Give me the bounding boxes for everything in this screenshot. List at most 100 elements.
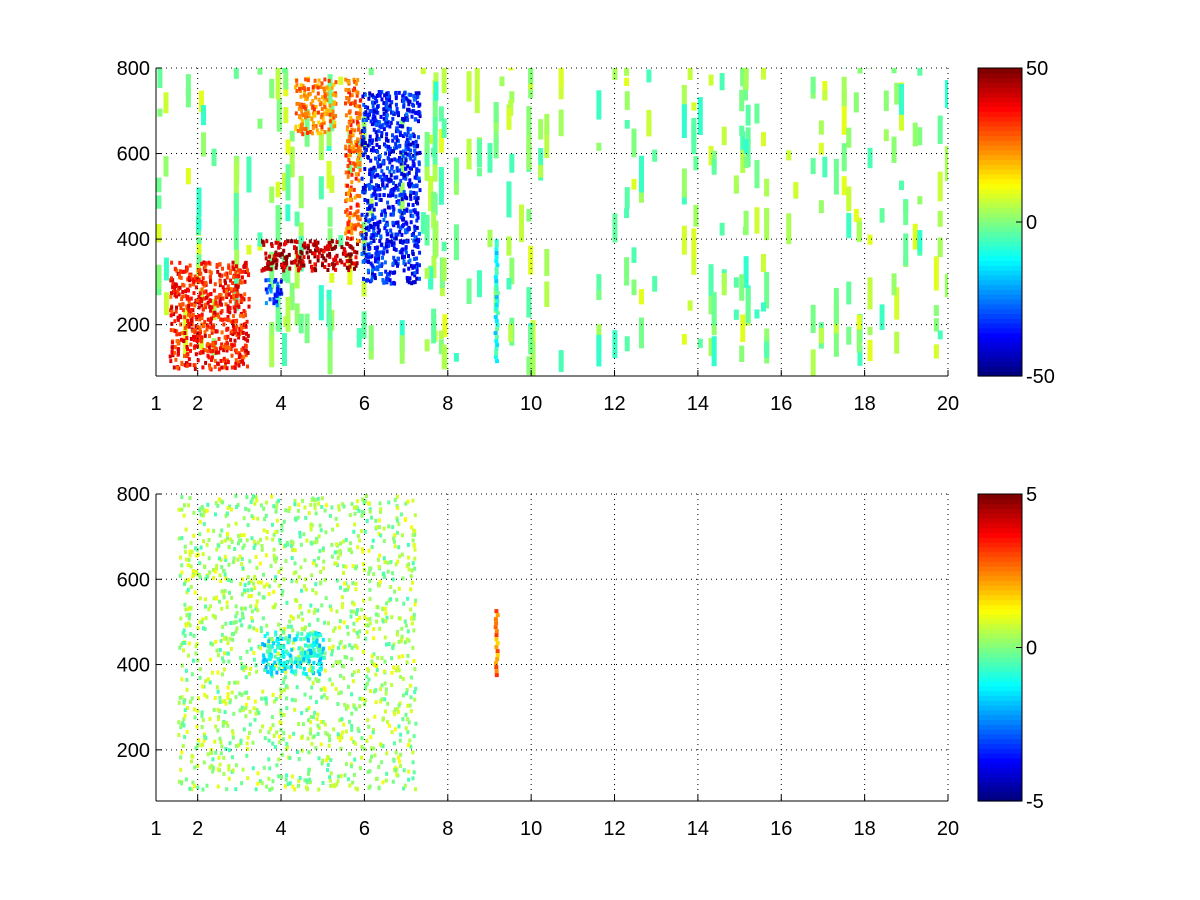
heatmap-cell: [378, 272, 382, 276]
heatmap-cell: [170, 305, 174, 310]
heatmap-cell: [413, 547, 417, 552]
heatmap-cell: [214, 340, 218, 345]
heatmap-cell: [209, 349, 213, 354]
heatmap-cell: [406, 98, 410, 103]
heatmap-cell: [185, 168, 191, 185]
heatmap-cell: [175, 339, 179, 344]
heatmap-cell: [360, 252, 364, 256]
heatmap-cell: [382, 669, 386, 674]
colorbar-segment: [978, 130, 1022, 136]
heatmap-cell: [319, 667, 323, 672]
heatmap-cell: [190, 302, 194, 307]
heatmap-cell: [289, 664, 293, 669]
heatmap-cell: [157, 108, 163, 117]
heatmap-cell: [406, 596, 410, 601]
heatmap-cell: [818, 200, 824, 214]
heatmap-cell: [691, 228, 697, 259]
heatmap-cell: [379, 234, 383, 239]
heatmap-cell: [754, 103, 760, 124]
heatmap-cell: [324, 530, 328, 535]
heatmap-cell: [187, 304, 191, 308]
heatmap-cell: [205, 542, 209, 547]
heatmap-cell: [494, 335, 499, 340]
heatmap-cell: [270, 636, 274, 641]
heatmap-cell: [239, 656, 243, 661]
heatmap-cell: [289, 658, 292, 663]
heatmap-cell: [234, 629, 238, 634]
heatmap-cell: [431, 308, 437, 344]
heatmap-cell: [350, 261, 354, 266]
heatmap-cell: [239, 708, 242, 713]
heatmap-cell: [358, 214, 362, 219]
heatmap-cell: [212, 313, 216, 318]
heatmap-cell: [379, 163, 383, 168]
heatmap-cell: [305, 538, 309, 543]
heatmap-cell: [386, 138, 390, 143]
heatmap-cell: [209, 308, 213, 313]
heatmap-cell: [209, 274, 212, 279]
heatmap-cell: [743, 210, 749, 235]
heatmap-cell: [624, 77, 630, 87]
heatmap-cell: [476, 168, 482, 177]
heatmap-cell: [356, 146, 360, 151]
heatmap-cell: [238, 554, 242, 559]
heatmap-cell: [387, 598, 391, 603]
heatmap-cell: [265, 631, 269, 636]
heatmap-cell: [275, 68, 281, 79]
heatmap-cell: [388, 152, 391, 157]
heatmap-cell: [348, 109, 352, 114]
heatmap-cell: [372, 572, 376, 577]
heatmap-cell: [346, 236, 349, 241]
heatmap-cell: [311, 632, 315, 637]
heatmap-cell: [354, 255, 358, 260]
heatmap-cell: [364, 623, 368, 628]
heatmap-cell: [284, 636, 287, 641]
heatmap-cell: [274, 697, 278, 702]
heatmap-cell: [346, 212, 350, 217]
heatmap-cell: [342, 564, 346, 569]
heatmap-cell: [509, 91, 515, 103]
heatmap-cell: [230, 595, 234, 600]
heatmap-cell: [311, 636, 315, 641]
heatmap-cell: [279, 654, 283, 658]
heatmap-cell: [356, 545, 360, 550]
heatmap-cell: [385, 137, 388, 142]
heatmap-cell: [355, 143, 359, 148]
heatmap-cell: [306, 130, 309, 135]
heatmap-cell: [242, 543, 246, 548]
heatmap-cell: [937, 330, 943, 340]
heatmap-cell: [693, 204, 699, 227]
heatmap-cell: [325, 758, 328, 763]
heatmap-cell: [295, 664, 299, 669]
heatmap-cell: [252, 626, 256, 631]
heatmap-cell: [380, 169, 384, 174]
heatmap-cell: [375, 667, 379, 672]
heatmap-cell: [298, 530, 302, 535]
heatmap-cell: [387, 243, 391, 248]
colorbar-segment: [978, 284, 1022, 290]
heatmap-cell: [424, 339, 430, 352]
colorbar-segment: [978, 318, 1022, 324]
heatmap-cell: [350, 146, 353, 151]
heatmap-cell: [349, 222, 353, 227]
heatmap-cell: [377, 136, 381, 141]
heatmap-cell: [190, 787, 194, 792]
heatmap-cell: [367, 206, 371, 211]
heatmap-cell: [376, 220, 380, 225]
heatmap-cell: [284, 747, 288, 752]
colorbar-tick-label: -5: [1026, 791, 1044, 813]
heatmap-cell: [187, 322, 191, 326]
heatmap-cell: [386, 569, 390, 574]
heatmap-cell: [368, 621, 372, 626]
heatmap-cell: [243, 583, 247, 588]
heatmap-cell: [269, 645, 273, 650]
heatmap-cell: [374, 168, 377, 173]
heatmap-cell: [196, 324, 200, 329]
heatmap-cell: [406, 703, 410, 708]
heatmap-cell: [210, 357, 213, 362]
heatmap-cell: [370, 515, 373, 520]
heatmap-cell: [299, 127, 303, 131]
heatmap-cell: [234, 283, 238, 288]
heatmap-cell: [231, 281, 235, 286]
